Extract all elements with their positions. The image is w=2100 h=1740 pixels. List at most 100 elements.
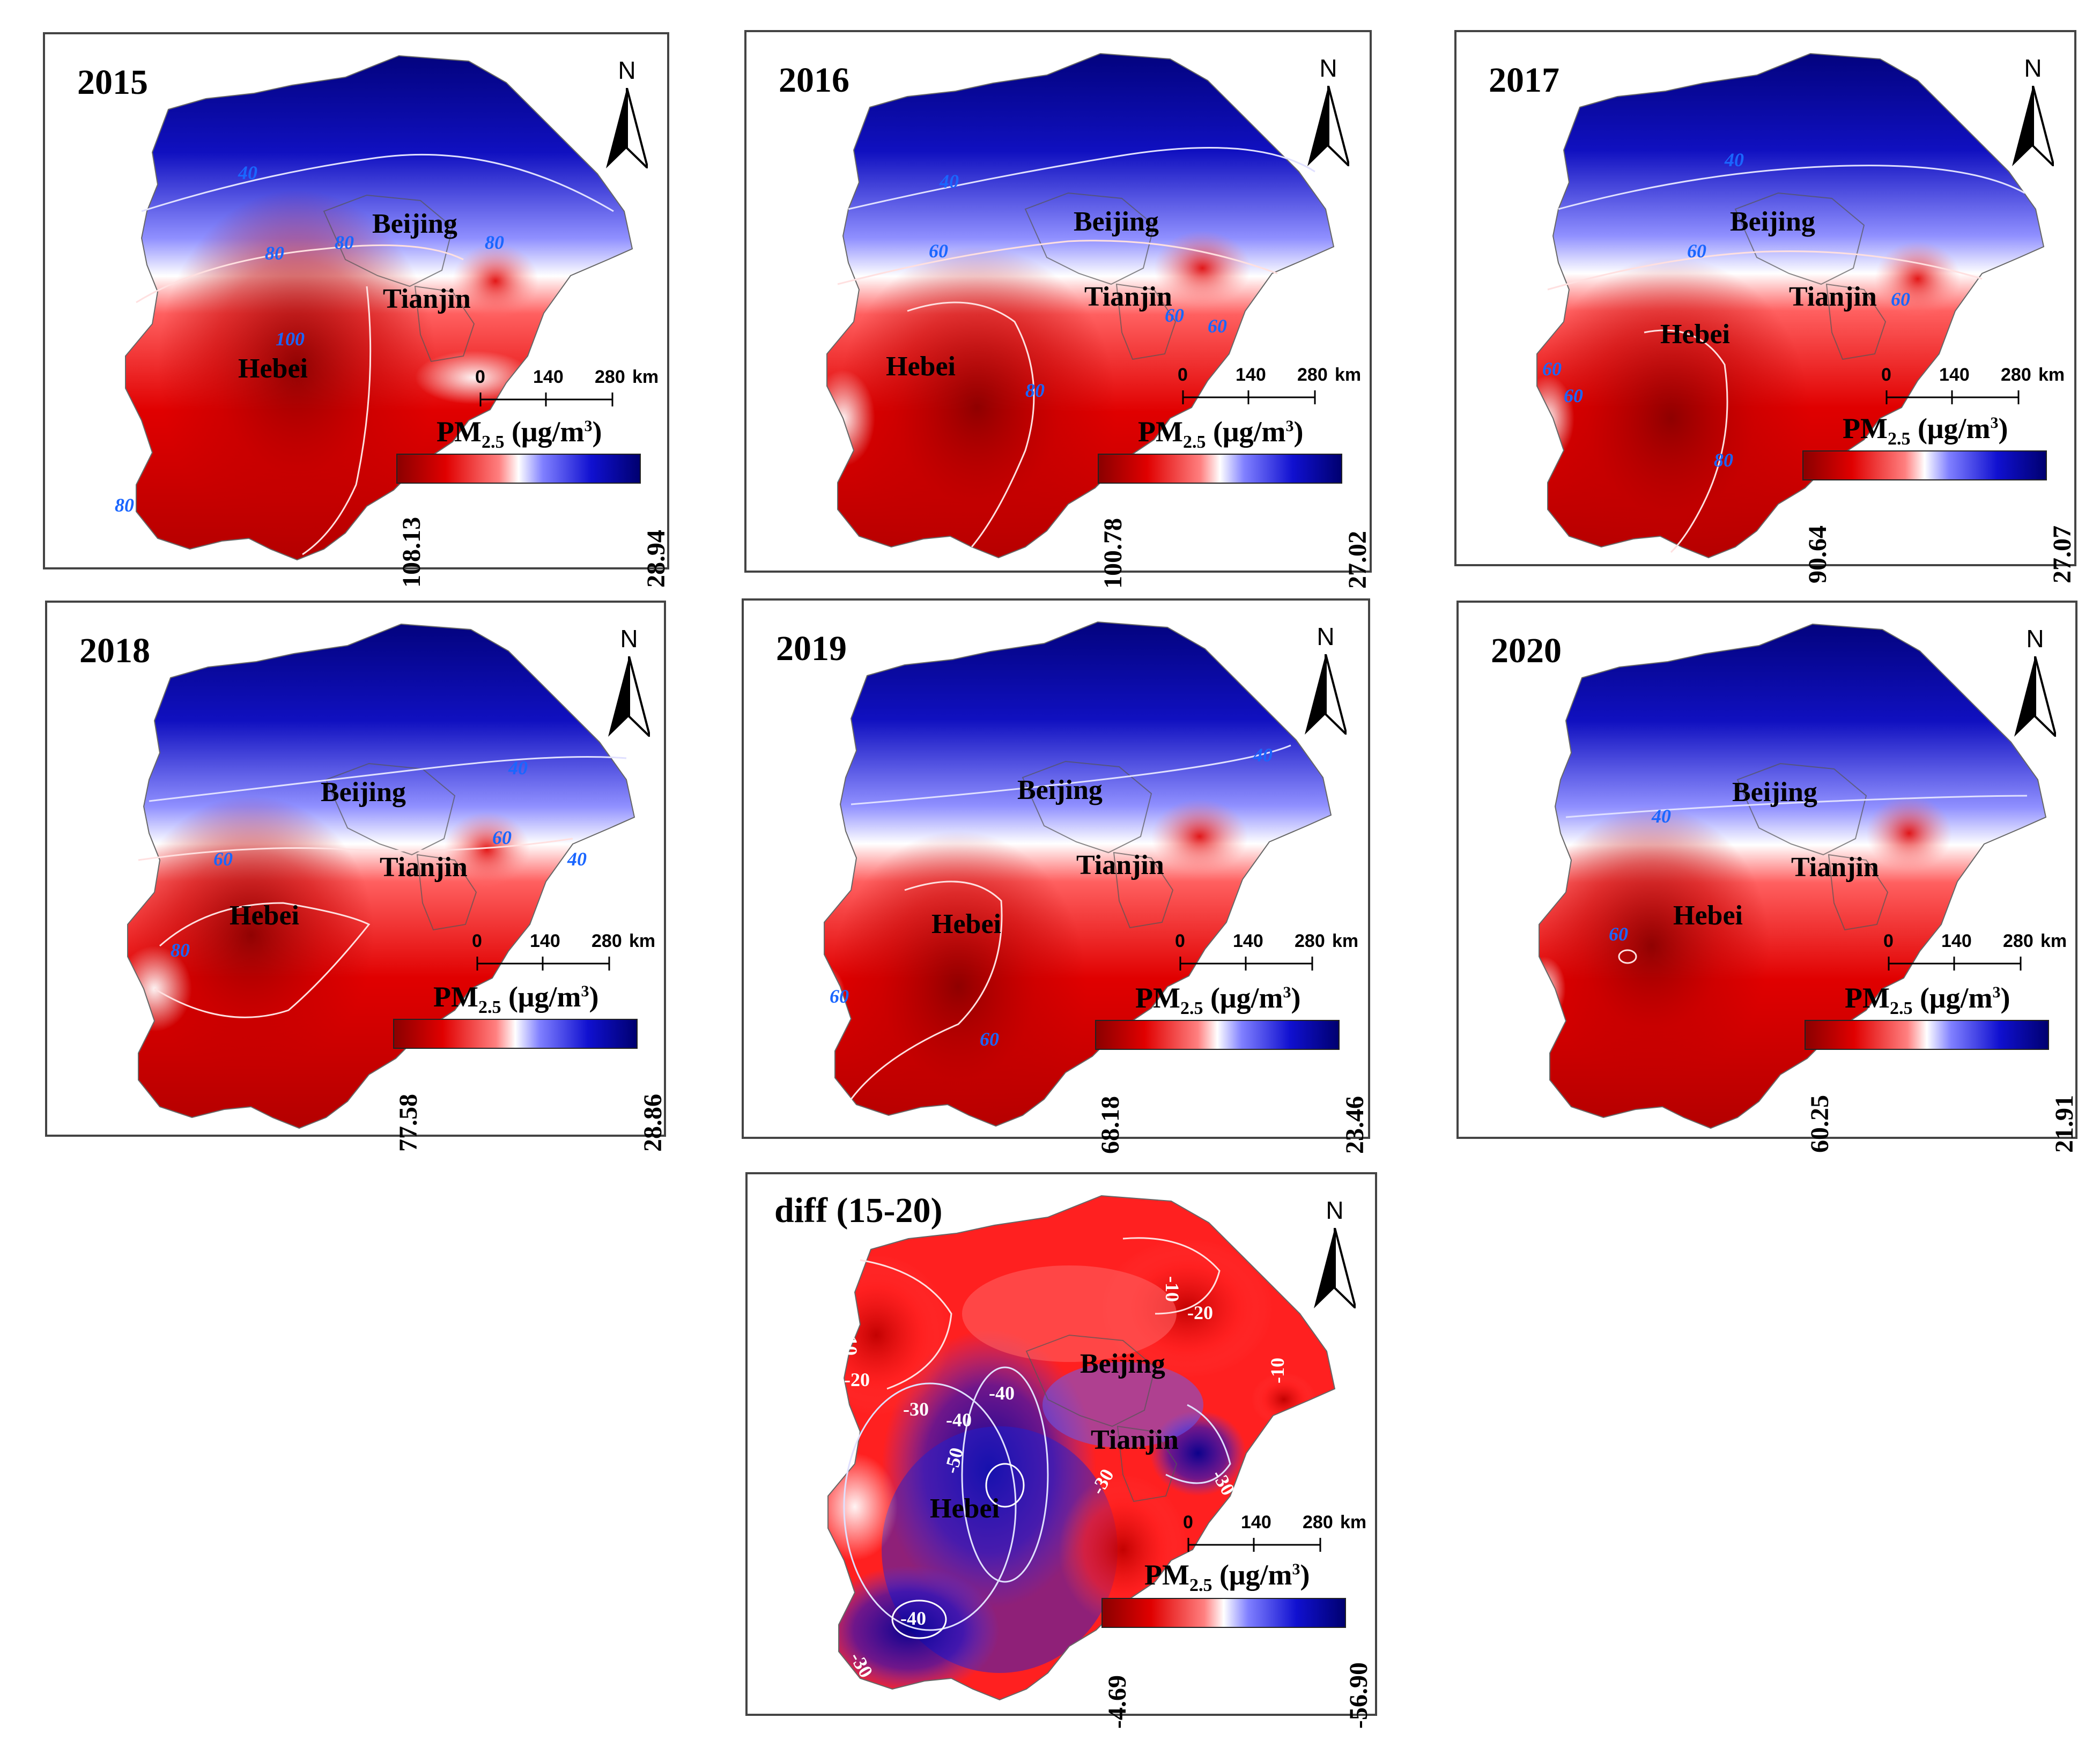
map-panel-diff: diff (15-20) -20 -10 -20 -30 -40 <box>745 1172 1377 1729</box>
contour-label: 60 <box>492 827 512 848</box>
contour-label: 40 <box>567 848 587 870</box>
contour-label: 40 <box>939 171 959 192</box>
city-label-hebei: Hebei <box>886 351 956 382</box>
contour-label: 40 <box>508 757 528 779</box>
contour-label: 60 <box>213 848 233 870</box>
scale-tick: 280 <box>595 367 625 387</box>
city-label-hebei: Hebei <box>230 900 299 931</box>
contour-line <box>1644 329 1728 553</box>
city-label-hebei: Hebei <box>1673 900 1743 931</box>
contour-label: 60 <box>980 1028 999 1050</box>
region-outline <box>826 53 1335 559</box>
north-arrow-icon <box>606 88 648 168</box>
legend-max-value: 68.18 <box>1096 1096 1125 1154</box>
contour-label: -10 <box>840 1330 861 1356</box>
contour-label: -20 <box>844 1369 870 1390</box>
scale-bar: 0 140 280 km <box>475 367 659 415</box>
map-panel-2016: 2016 40 60 60 60 80 Beijing Tianjin Hebe… <box>744 30 1372 589</box>
north-arrow-icon <box>1305 654 1347 735</box>
scale-unit: km <box>2040 931 2067 951</box>
north-label: N <box>2026 625 2044 653</box>
city-label-beijing: Beijing <box>1017 775 1103 805</box>
region-outline <box>1536 53 2045 559</box>
contour-label: 60 <box>1208 315 1227 337</box>
scale-tick: 280 <box>1295 931 1325 951</box>
scale-unit: km <box>1335 365 1362 385</box>
legend-title: PM2.5 (μg/m3) <box>1144 1559 1310 1595</box>
contour-line <box>154 902 371 1018</box>
contour-label: 60 <box>929 240 948 262</box>
scale-line <box>1182 390 1316 404</box>
contour-label: -40 <box>946 1409 972 1431</box>
legend-max-value: 60.25 <box>1806 1095 1834 1153</box>
contour-label: 80 <box>171 939 190 961</box>
pm25-map: 40 60 60 60 80 Beijing Tianjin Hebei <box>826 53 1335 559</box>
scale-tick: 280 <box>2001 365 2031 385</box>
city-label-hebei: Hebei <box>931 909 1001 939</box>
pm25-map: 40 80 80 80 100 80 Beijing Tianjin Hebei <box>115 55 633 561</box>
city-label-tianjin: Tianjin <box>1791 852 1879 883</box>
legend-colorbar <box>1805 1020 2049 1050</box>
scale-line <box>1885 390 2020 404</box>
pm25-diff-map: -20 -10 -20 -30 -40 -40 -50 -10 -20 -10 … <box>811 1195 1336 1701</box>
legend-min-value: 28.86 <box>639 1094 667 1152</box>
legend-title: PM2.5 (μg/m3) <box>1845 982 2010 1018</box>
contour-line <box>1547 250 1983 291</box>
legend-max-value: -4.69 <box>1103 1675 1132 1729</box>
scale-line <box>1179 957 1313 971</box>
contour-line <box>149 756 627 802</box>
map-panel-2020: 2020 40 60 Beijing Tianjin Hebei N 0 140… <box>1456 601 2079 1153</box>
contour-label: -20 <box>833 1264 859 1286</box>
scale-line <box>479 393 613 406</box>
region-outline <box>824 621 1332 1127</box>
contour-line <box>1565 795 2028 818</box>
legend-min-value: 27.07 <box>2048 525 2076 583</box>
north-arrow: N <box>1302 622 1350 735</box>
north-arrow-icon <box>2012 86 2054 166</box>
map-panel-2019: 2019 40 60 60 Beijing Tianjin Hebei N 0 … <box>742 598 1370 1154</box>
contour-label: -30 <box>903 1398 929 1420</box>
contour-line <box>848 146 1315 210</box>
scale-tick: 140 <box>1236 365 1266 385</box>
north-arrow: N <box>605 624 653 737</box>
scale-unit: km <box>1340 1512 1367 1532</box>
district-lines <box>1022 760 1174 929</box>
city-label-beijing: Beijing <box>1730 206 1815 237</box>
legend-min-value: -56.90 <box>1344 1662 1373 1729</box>
contour-label: -40 <box>900 1608 926 1629</box>
contour-line <box>1165 1404 1231 1484</box>
contour-label: 80 <box>115 494 134 516</box>
scale-tick: 140 <box>1233 931 1263 951</box>
scale-tick: 280 <box>1297 365 1328 385</box>
scale-tick: 140 <box>1939 365 1970 385</box>
north-arrow: N <box>1304 54 1352 166</box>
contour-line <box>860 1259 952 1390</box>
scale-bar: 0 140 280 km <box>1881 365 2065 413</box>
legend-max-value: 77.58 <box>394 1094 423 1152</box>
north-label: N <box>1317 623 1335 650</box>
scale-tick: 140 <box>1941 931 1972 951</box>
contour-line <box>141 153 614 212</box>
legend-max-value: 108.13 <box>397 517 426 588</box>
region-outline <box>1539 623 2047 1129</box>
scale-tick: 280 <box>1303 1512 1333 1532</box>
scale-unit: km <box>2038 365 2065 385</box>
legend-title: PM2.5 (μg/m3) <box>433 981 599 1017</box>
city-label-beijing: Beijing <box>321 777 406 808</box>
legend-title: PM2.5 (μg/m3) <box>1843 412 2008 449</box>
scale-tick: 280 <box>591 931 622 951</box>
north-arrow: N <box>2011 624 2059 737</box>
pm25-map: 40 60 60 80 40 Beijing Tianjin Hebei <box>127 623 635 1129</box>
legend-title: PM2.5 (μg/m3) <box>1138 416 1304 452</box>
scale-unit: km <box>632 367 659 387</box>
legend-title: PM2.5 (μg/m3) <box>1135 982 1301 1018</box>
north-arrow-icon <box>1307 86 1349 166</box>
district-lines <box>1024 192 1177 360</box>
contour-label: 40 <box>1651 805 1671 827</box>
legend-min-value: 21.91 <box>2050 1095 2079 1153</box>
contour-line <box>850 880 1003 1100</box>
legend-colorbar <box>1095 1020 1340 1050</box>
city-label-tianjin: Tianjin <box>1076 850 1164 880</box>
scale-bar: 0 140 280 km <box>1175 931 1358 979</box>
north-arrow: N <box>2009 54 2057 166</box>
